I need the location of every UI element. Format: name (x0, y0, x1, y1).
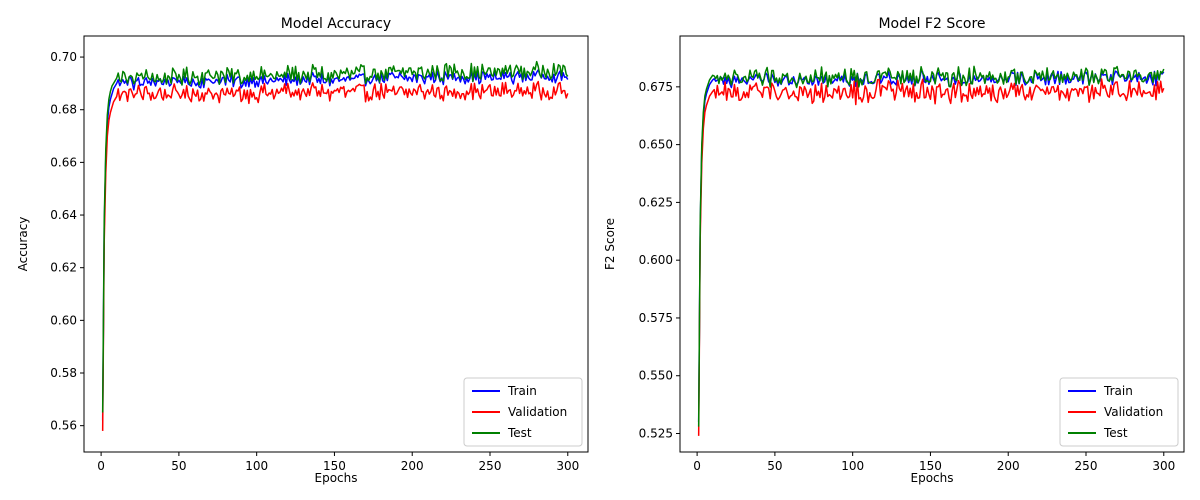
legend: Train Validation Test (463, 377, 583, 447)
x-tick-label: 300 (1152, 459, 1175, 473)
y-tick-label: 0.675 (639, 80, 673, 94)
x-tick-label: 250 (1075, 459, 1098, 473)
legend-label-test: Test (507, 426, 532, 440)
plot-frame (83, 35, 589, 453)
y-tick-label: 0.64 (50, 208, 77, 222)
x-axis-label: Epochs (911, 471, 954, 485)
legend-label-train: Train (507, 384, 537, 398)
y-tick-label: 0.70 (50, 50, 77, 64)
y-axis-label: F2 Score (603, 218, 617, 270)
legend-label-test: Test (1103, 426, 1128, 440)
chart-title: Model Accuracy (281, 16, 391, 32)
legend-label-train: Train (1103, 384, 1133, 398)
x-tick-label: 250 (479, 459, 502, 473)
y-tick-label: 0.66 (50, 155, 77, 169)
legend-label-validation: Validation (508, 405, 567, 419)
y-tick-label: 0.600 (639, 253, 673, 267)
chart-title: Model F2 Score (878, 16, 985, 32)
x-axis-label: Epochs (315, 471, 358, 485)
x-tick-label: 200 (997, 459, 1020, 473)
x-tick-label: 300 (556, 459, 579, 473)
series-line-train (101, 69, 569, 421)
legend-box (1059, 377, 1179, 447)
plot-frame (679, 35, 1185, 453)
y-tick-label: 0.650 (639, 138, 673, 152)
y-tick-label: 0.625 (639, 195, 673, 209)
y-tick-label: 0.62 (50, 261, 77, 275)
y-tick-label: 0.525 (639, 427, 673, 441)
x-tick-label: 0 (693, 459, 701, 473)
x-tick-label: 50 (767, 459, 782, 473)
y-axis-label: Accuracy (16, 217, 30, 272)
legend: Train Validation Test (1059, 377, 1179, 447)
legend-box (463, 377, 583, 447)
x-tick-label: 100 (245, 459, 268, 473)
y-tick-label: 0.550 (639, 369, 673, 383)
y-tick-label: 0.575 (639, 311, 673, 325)
x-tick-label: 0 (97, 459, 105, 473)
y-tick-label: 0.60 (50, 313, 77, 327)
x-tick-label: 50 (171, 459, 186, 473)
y-tick-label: 0.58 (50, 366, 77, 380)
series-line-train (697, 70, 1165, 422)
series-line-test (101, 60, 569, 413)
x-tick-label: 100 (841, 459, 864, 473)
f2-score-chart: 0 50 100 150 200 250 300 0.525 0.550 0.575 0.600 0.… (603, 16, 1185, 485)
legend-label-validation: Validation (1104, 405, 1163, 419)
x-tick-label: 200 (401, 459, 424, 473)
y-tick-label: 0.68 (50, 103, 77, 117)
series-line-validation (101, 80, 569, 431)
series-line-test (697, 65, 1165, 427)
accuracy-chart: 0 50 100 150 200 250 300 0.56 0.58 0.60 0.62 0.64 0.… (16, 16, 589, 485)
x-tick-label: 150 (919, 459, 942, 473)
series-line-validation (697, 78, 1165, 436)
y-tick-label: 0.56 (50, 419, 77, 433)
x-tick-label: 150 (323, 459, 346, 473)
